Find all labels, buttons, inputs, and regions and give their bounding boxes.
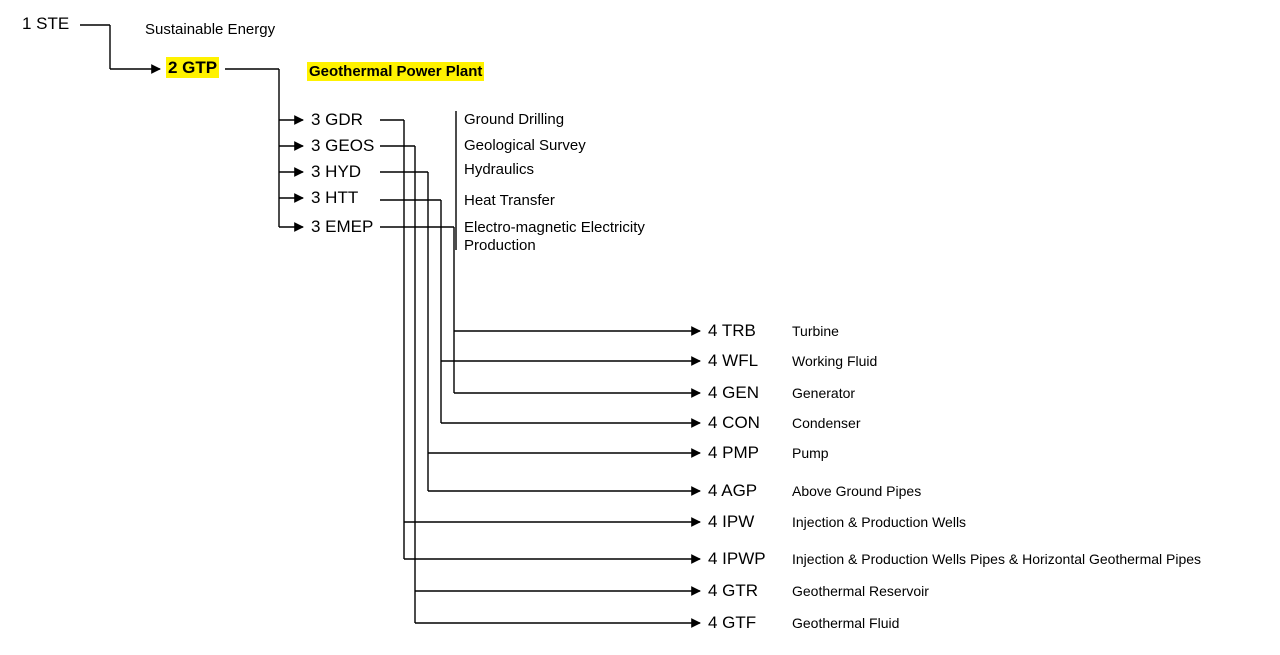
node-code-con: 4 CON — [708, 413, 760, 433]
node-code-gen: 4 GEN — [708, 383, 759, 403]
node-desc-wfl: Working Fluid — [792, 353, 877, 370]
node-code-gtf: 4 GTF — [708, 613, 756, 633]
node-code-emep: 3 EMEP — [311, 217, 373, 237]
node-code-wfl: 4 WFL — [708, 351, 758, 371]
node-desc-htt: Heat Transfer — [464, 192, 555, 210]
node-desc-trb: Turbine — [792, 323, 839, 340]
node-desc-gtp: Geothermal Power Plant — [307, 63, 484, 81]
node-desc-ipwp: Injection & Production Wells Pipes & Hor… — [792, 551, 1201, 568]
node-code-agp: 4 AGP — [708, 481, 757, 501]
node-desc-gtf: Geothermal Fluid — [792, 615, 899, 632]
node-desc-agp: Above Ground Pipes — [792, 483, 921, 500]
node-code-ipw: 4 IPW — [708, 512, 754, 532]
node-desc-gen: Generator — [792, 385, 855, 402]
node-code-trb: 4 TRB — [708, 321, 756, 341]
node-code-geos: 3 GEOS — [311, 136, 374, 156]
node-code-ipwp: 4 IPWP — [708, 549, 766, 569]
node-code-hyd: 3 HYD — [311, 162, 361, 182]
node-desc-emep: Electro-magnetic Electricity Production — [464, 219, 664, 255]
node-code-gtp: 2 GTP — [166, 58, 219, 78]
node-desc-pmp: Pump — [792, 445, 829, 462]
node-code-gdr: 3 GDR — [311, 110, 363, 130]
node-code-ste: 1 STE — [22, 14, 69, 34]
node-desc-hyd: Hydraulics — [464, 161, 534, 179]
node-desc-ipw: Injection & Production Wells — [792, 514, 966, 531]
node-code-htt: 3 HTT — [311, 188, 358, 208]
node-desc-gtr: Geothermal Reservoir — [792, 583, 929, 600]
node-desc-geos: Geological Survey — [464, 137, 586, 155]
node-code-gtr: 4 GTR — [708, 581, 758, 601]
node-code-pmp: 4 PMP — [708, 443, 759, 463]
node-desc-ste: Sustainable Energy — [145, 21, 275, 39]
node-desc-con: Condenser — [792, 415, 861, 432]
node-desc-gdr: Ground Drilling — [464, 111, 564, 129]
